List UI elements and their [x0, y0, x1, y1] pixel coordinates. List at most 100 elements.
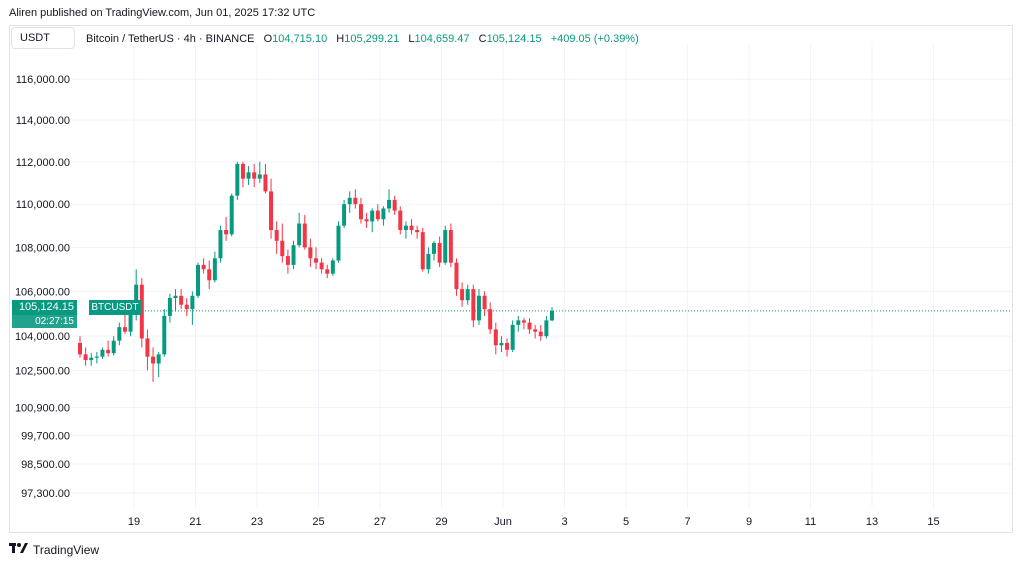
candle-body [89, 357, 94, 361]
y-tick-label: 108,000.00 [15, 242, 70, 254]
candle-body [409, 225, 414, 231]
candle-body [111, 340, 116, 354]
candle-body [460, 289, 465, 301]
candle-body [100, 349, 105, 357]
candle-body [403, 225, 408, 231]
candle-body [493, 329, 498, 346]
currency-button[interactable]: USDT [11, 27, 75, 49]
candle-body [432, 243, 436, 254]
candle-body [285, 256, 290, 265]
candle-body [398, 210, 403, 231]
candle-body [550, 310, 554, 321]
candle-body [476, 295, 481, 321]
candle-body [392, 199, 397, 211]
x-axis-ticks: 19 21 23 25 27 29 Jun 3 5 7 9 11 13 15 [128, 516, 940, 528]
y-tick-label: 99,700.00 [21, 431, 70, 443]
candle-body [94, 356, 99, 358]
candle-body [370, 210, 375, 222]
low-label: L [408, 33, 415, 45]
candle-body [246, 172, 251, 179]
y-tick-label: 98,500.00 [21, 459, 70, 471]
close-label: C [478, 33, 487, 45]
change-value: +409.05 (+0.39%) [550, 33, 639, 45]
candle-body [482, 295, 487, 310]
chart-frame [9, 25, 1013, 533]
candle-body [505, 342, 510, 350]
x-tick-label: 21 [189, 516, 201, 528]
candle-body [274, 230, 279, 241]
candle-body [257, 174, 262, 179]
x-tick-label: 19 [128, 516, 140, 528]
candle-body [224, 230, 229, 235]
y-tick-label: 116,000.00 [16, 74, 70, 86]
candle-body [347, 197, 352, 205]
candle-body [235, 163, 240, 196]
candle-body [128, 313, 133, 332]
candle-body [336, 225, 341, 261]
candle-body [134, 284, 139, 314]
candle-body [381, 208, 386, 220]
candle-body [207, 269, 212, 281]
candle-body [145, 338, 150, 357]
y-tick-label: 102,500.00 [15, 365, 70, 377]
candle-body [314, 258, 318, 263]
x-tick-label: 7 [684, 516, 690, 528]
candle-body [471, 289, 476, 321]
candle-body [252, 172, 257, 179]
candle-body [280, 240, 285, 257]
candle-body [358, 204, 363, 220]
candle-body [454, 262, 459, 290]
x-tick-label: 29 [435, 516, 447, 528]
candle-body [538, 331, 543, 337]
candle-body [420, 232, 425, 270]
symbol-tag: BTCUSDT [89, 300, 141, 315]
candle-body [212, 258, 217, 281]
x-tick-label: 11 [805, 516, 816, 528]
candle-body [297, 223, 302, 246]
x-tick-label: 23 [251, 516, 263, 528]
footer-branding: TradingView [9, 542, 99, 557]
candle-body [488, 309, 493, 330]
candle-body [184, 304, 189, 310]
candle-body [443, 230, 448, 263]
candle-body [291, 245, 296, 265]
footer-brand-text: TradingView [33, 542, 100, 557]
candle-body [162, 315, 167, 355]
candle-body [106, 349, 111, 354]
candle-body [139, 284, 144, 339]
candle-body [302, 223, 307, 248]
candle-body [353, 197, 358, 205]
legend-title: Bitcoin / TetherUS · 4h · BINANCE [86, 33, 255, 45]
published-caption: Aliren published on TradingView.com, Jun… [9, 7, 316, 19]
candles [78, 161, 554, 382]
x-tick-label: 13 [866, 516, 878, 528]
candle-body [117, 327, 122, 341]
high-value: 105,299.21 [344, 33, 400, 45]
candle-body [229, 195, 234, 235]
ohlc-legend: Bitcoin / TetherUS · 4h · BINANCE O104,7… [86, 33, 639, 45]
candle-body [437, 243, 442, 263]
candle-body [319, 262, 324, 270]
x-tick-label: 3 [561, 516, 567, 528]
x-tick-label: 5 [623, 516, 629, 528]
close-value: 105,124.15 [486, 33, 542, 45]
last-price-label: 105,124.15 [12, 300, 77, 315]
candle-body [218, 230, 223, 259]
candle-body [375, 210, 380, 220]
open-value: 104,715.10 [272, 33, 328, 45]
candle-body [387, 199, 392, 209]
x-tick-label: 27 [374, 516, 386, 528]
y-tick-label: 106,000.00 [15, 286, 70, 298]
candle-body [156, 354, 161, 364]
candle-body [342, 204, 347, 226]
y-tick-label: 112,000.00 [16, 157, 70, 169]
candle-body [83, 354, 88, 361]
y-tick-label: 100,900.00 [15, 402, 70, 414]
x-tick-label: 9 [746, 516, 752, 528]
y-tick-label: 110,000.00 [16, 199, 70, 211]
candle-body [426, 253, 431, 270]
y-axis-ticks: 116,000.00 114,000.00 112,000.00 110,000.00… [15, 74, 70, 500]
candle-body [330, 260, 335, 274]
last-price-tag: 105,124.15 02:27:15 BTCUSDT [12, 300, 141, 328]
